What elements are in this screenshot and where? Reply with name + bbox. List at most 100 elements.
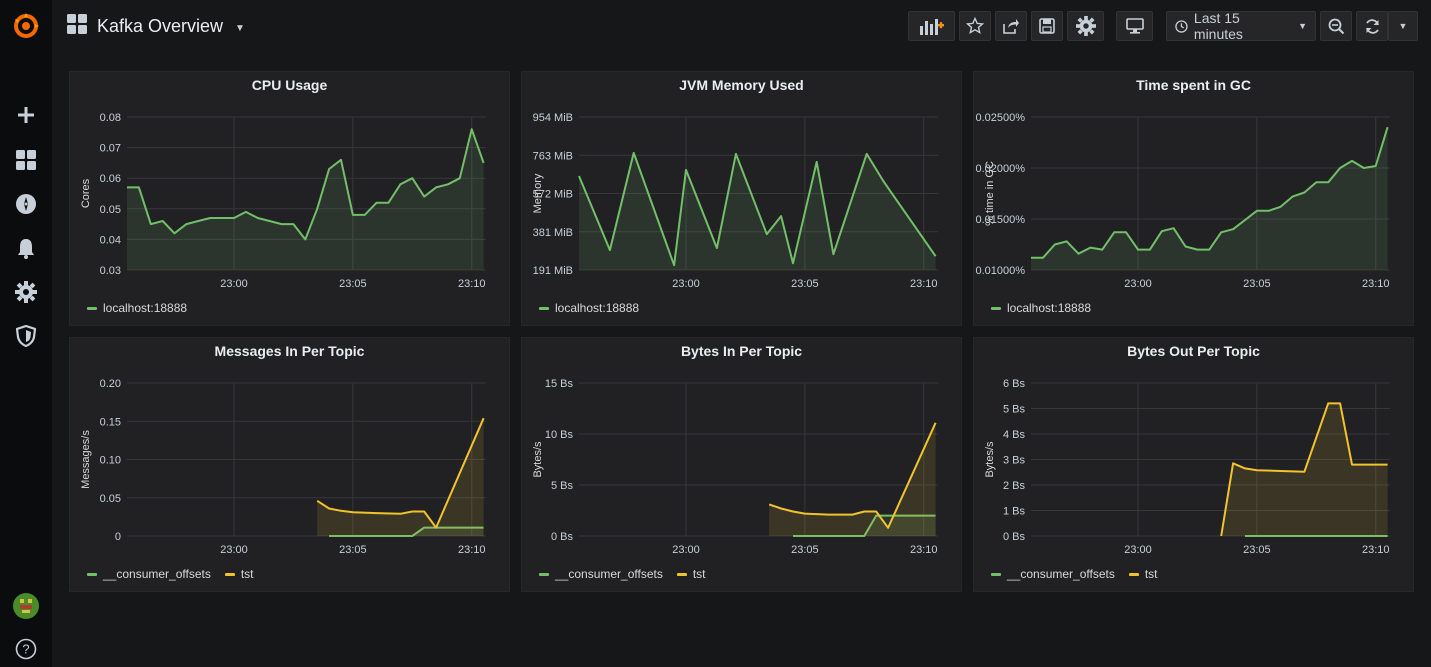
y-tick-label: 0.05 [100, 204, 121, 216]
time-range-picker[interactable]: Last 15 minutes ▼ [1166, 10, 1316, 42]
help-icon[interactable]: ? [0, 631, 52, 667]
add-panel-button[interactable] [908, 11, 955, 41]
y-axis-label: Bytes/s [984, 441, 996, 478]
y-tick-label: 4 Bs [1003, 429, 1026, 441]
legend-item[interactable]: localhost:18888 [991, 301, 1091, 315]
x-tick-label: 23:10 [1362, 278, 1390, 290]
y-tick-label: 763 MiB [533, 150, 573, 162]
panel-bytes-in-per-topic[interactable]: Bytes In Per Topic 15 Bs 10 Bs 5 Bs 0 Bs 23:… [521, 337, 962, 592]
clock-icon [1175, 19, 1188, 33]
dashboards-icon[interactable] [0, 142, 52, 178]
zoom-out-icon [1328, 18, 1344, 34]
page-title: Kafka Overview [97, 16, 224, 36]
refresh-icon [1365, 18, 1379, 34]
y-tick-label: 0 Bs [551, 531, 574, 543]
legend-item[interactable]: __consumer_offsets [991, 567, 1115, 581]
star-dashboard-button[interactable] [959, 11, 991, 41]
legend-item[interactable]: tst [224, 567, 254, 581]
panel-time-spent-in-gc[interactable]: Time spent in GC 0.02500% 0.02000% 0.01500… [973, 71, 1414, 326]
x-tick-label: 23:05 [1243, 544, 1271, 556]
y-tick-label: 0.03 [100, 265, 121, 277]
y-tick-label: 0.08 [100, 112, 121, 124]
panel-cpu-usage[interactable]: CPU Usage 0.08 0.07 0.06 0.05 0.04 0.03 23:00 2… [69, 71, 510, 326]
legend-swatch [676, 572, 687, 576]
series-area-fill [317, 418, 484, 536]
series-line [1220, 402, 1388, 537]
shield-icon[interactable] [0, 318, 52, 354]
panel-bytes-out-per-topic[interactable]: Bytes Out Per Topic 6 Bs 5 Bs 4 Bs 3 Bs 2 Bs… [973, 337, 1414, 592]
dashboard-title-picker[interactable]: Kafka Overview ▼ [67, 14, 245, 39]
series-line [578, 151, 937, 267]
dashboard-settings-button[interactable] [1067, 11, 1104, 41]
y-tick-label: 3 Bs [1003, 455, 1026, 467]
series-area-fill [329, 527, 484, 536]
y-tick-label: 2 Bs [1003, 480, 1026, 492]
svg-text:?: ? [22, 642, 29, 657]
series-line [127, 128, 485, 241]
y-tick-label: 5 Bs [1003, 404, 1026, 416]
x-tick-label: 23:05 [339, 544, 367, 556]
y-tick-label: 1 Bs [1003, 506, 1026, 518]
user-avatar-icon[interactable] [0, 588, 52, 624]
star-icon [966, 17, 984, 35]
legend-item[interactable]: tst [1128, 567, 1158, 581]
series-line [316, 417, 485, 529]
legend-item[interactable]: tst [676, 567, 706, 581]
y-tick-label: 0.07 [100, 143, 121, 155]
series-line [1031, 126, 1389, 259]
grafana-logo-icon[interactable] [0, 8, 52, 44]
y-tick-label: 5 Bs [551, 480, 574, 492]
configuration-gear-icon[interactable] [0, 274, 52, 310]
legend-item[interactable]: localhost:18888 [539, 301, 639, 315]
refresh-interval-dropdown[interactable]: ▼ [1388, 11, 1418, 41]
x-tick-label: 23:05 [339, 278, 367, 290]
y-tick-label: 0.02500% [975, 112, 1025, 124]
alerting-bell-icon[interactable] [0, 230, 52, 266]
y-tick-label: 6 Bs [1003, 378, 1026, 390]
y-tick-label: 15 Bs [545, 378, 574, 390]
chart-area: 15 Bs 10 Bs 5 Bs 0 Bs 23:00 23:05 23:10 Bytes/s [532, 378, 938, 556]
x-tick-label: 23:05 [791, 278, 819, 290]
legend: localhost:18888 [991, 301, 1091, 315]
plus-icon[interactable] [0, 97, 52, 133]
x-tick-label: 23:05 [791, 544, 819, 556]
save-dashboard-button[interactable] [1031, 11, 1063, 41]
refresh-button[interactable] [1356, 11, 1388, 41]
x-tick-label: 23:10 [910, 278, 938, 290]
zoom-out-button[interactable] [1320, 11, 1352, 41]
legend-label: localhost:18888 [555, 301, 640, 315]
y-axis-label: Bytes/s [532, 441, 544, 478]
y-tick-label: 0.15 [100, 416, 121, 428]
y-tick-label: 0.20 [100, 378, 121, 390]
gear-icon [1075, 16, 1096, 36]
panel-title: CPU Usage [251, 77, 328, 93]
share-dashboard-button[interactable] [995, 11, 1027, 41]
legend-swatch [539, 306, 549, 310]
x-tick-label: 23:00 [1124, 544, 1152, 556]
x-tick-label: 23:00 [672, 278, 700, 290]
panel-title: Bytes In Per Topic [680, 343, 803, 359]
legend-label: tst [240, 567, 254, 581]
legend-item[interactable]: __consumer_offsets [539, 567, 663, 581]
explore-compass-icon[interactable] [0, 186, 52, 222]
cycle-view-mode-button[interactable] [1116, 11, 1153, 41]
y-tick-label: 0.05 [100, 493, 121, 505]
series-line [793, 514, 936, 537]
panel-title: Messages In Per Topic [214, 343, 365, 359]
chart-area: 6 Bs 5 Bs 4 Bs 3 Bs 2 Bs 1 Bs 0 Bs 23:00 23:05 23… [984, 378, 1390, 556]
y-tick-label: 0.06 [100, 173, 121, 185]
y-tick-label: 0.01000% [975, 265, 1025, 277]
legend-item[interactable]: __consumer_offsets [87, 567, 211, 581]
panel-title: Time spent in GC [1136, 77, 1251, 93]
legend-item[interactable]: localhost:18888 [87, 301, 187, 315]
panel-messages-in-per-topic[interactable]: Messages In Per Topic 0.20 0.15 0.10 0.05 0 2… [69, 337, 510, 592]
y-tick-label: 0.04 [100, 234, 121, 246]
legend-swatch [991, 306, 1001, 310]
panel-title: JVM Memory Used [679, 77, 804, 93]
y-tick-label: 0.01500% [975, 214, 1025, 226]
y-axis-label: Memory [532, 173, 544, 213]
legend-swatch [539, 572, 549, 576]
series-area-fill [127, 129, 484, 270]
panel-jvm-memory-used[interactable]: JVM Memory Used 954 MiB 763 MiB 572 MiB 381… [521, 71, 962, 326]
legend-label: __consumer_offsets [1007, 567, 1115, 581]
